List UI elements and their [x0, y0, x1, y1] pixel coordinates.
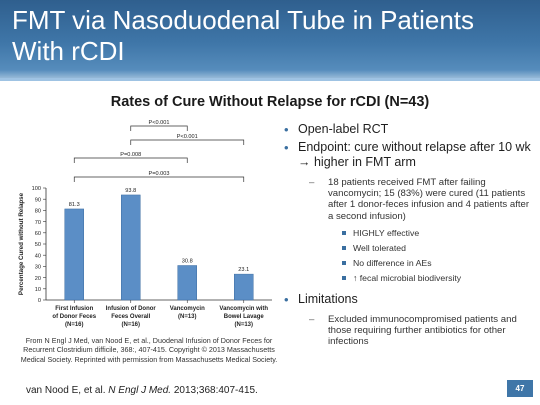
- significance-bracket: [130, 125, 188, 131]
- p-value-label: P<0.001: [149, 120, 170, 126]
- x-tick-label: Bowel Lavage: [224, 314, 265, 320]
- citation: van Nood E, et al. N Engl J Med. 2013;36…: [26, 385, 258, 396]
- bar: [64, 208, 84, 301]
- sub-bullet-limitations: – Excluded immunocompromised patients an…: [283, 314, 533, 348]
- y-tick-label: 90: [35, 197, 41, 203]
- bullet-study-design: Open-label RCT: [283, 122, 533, 137]
- p-value-label: P=0.003: [149, 171, 170, 177]
- bullet-endpoint: Endpoint: cure without relapse after 10 …: [283, 140, 533, 170]
- point-biodiversity: ↑ fecal microbial biodiversity: [283, 273, 533, 284]
- citation-details: 2013;368:407-415.: [173, 385, 258, 396]
- sub-bullet-patients-text: 18 patients received FMT after failing v…: [328, 177, 530, 222]
- x-tick-label: (N=13): [178, 314, 197, 320]
- point-tolerated: Well tolerated: [283, 243, 533, 254]
- y-tick-label: 20: [35, 276, 41, 282]
- y-tick-label: 100: [32, 186, 41, 192]
- bullet-list: Open-label RCT Endpoint: cure without re…: [283, 122, 533, 353]
- bar-chart: 0 10 20 30 40 50 60 70 80 90 100 Percentage Cured w…: [18, 120, 272, 328]
- y-tick-label: 50: [35, 242, 41, 248]
- x-tick-label: Feces Overall: [111, 314, 150, 320]
- citation-authors: van Nood E, et al.: [26, 385, 106, 396]
- significance-bracket: [73, 157, 188, 163]
- page-number: 47: [507, 380, 533, 397]
- x-tick-label: Vancomycin with: [219, 306, 268, 312]
- sub-bullet-patients: – 18 patients received FMT after failing…: [283, 177, 533, 222]
- y-tick-label: 0: [38, 298, 41, 304]
- y-tick-label: 40: [35, 253, 41, 259]
- significance-bracket: [73, 176, 245, 182]
- bar-value-label: 23.1: [238, 267, 249, 273]
- x-tick-label: of Donor Feces: [52, 314, 96, 320]
- dash-marker: –: [309, 313, 315, 325]
- x-tick-label: (N=16): [121, 322, 140, 328]
- dash-marker: –: [309, 177, 315, 188]
- x-tick-label: (N=13): [234, 322, 253, 328]
- bar: [177, 265, 197, 301]
- bar: [121, 194, 141, 301]
- y-tick-label: 60: [35, 231, 41, 237]
- y-tick-label: 80: [35, 209, 41, 215]
- x-tick-label: Vancomycin: [170, 306, 205, 312]
- y-tick-label: 10: [35, 287, 41, 293]
- p-value-label: P=0.008: [120, 152, 141, 158]
- p-value-label: P<0.001: [177, 134, 198, 140]
- figure-caption: From N Engl J Med, van Nood E, et al., D…: [20, 336, 278, 364]
- y-tick-label: 30: [35, 265, 41, 271]
- x-tick-label: (N=16): [65, 322, 84, 328]
- bar-value-label: 93.8: [125, 188, 136, 194]
- bullet-limitations: Limitations: [283, 292, 533, 307]
- y-axis-label: Percentage Cured without Relapse: [18, 192, 25, 295]
- bar: [234, 273, 254, 301]
- citation-journal: N Engl J Med.: [108, 385, 172, 396]
- y-tick-label: 70: [35, 220, 41, 226]
- slide-title: FMT via Nasoduodenal Tube in Patients Wi…: [12, 5, 475, 66]
- x-tick-label: Infusion of Donor: [106, 306, 157, 312]
- title-divider: [0, 78, 540, 81]
- bar-value-label: 81.3: [69, 202, 80, 208]
- x-tick-label: First Infusion: [55, 306, 93, 312]
- significance-bracket: [130, 139, 245, 145]
- title-banner: [0, 0, 540, 78]
- chart-title: Rates of Cure Without Relapse for rCDI (…: [110, 94, 430, 110]
- point-effective: HIGHLY effective: [283, 228, 533, 239]
- sub-bullet-limitations-text: Excluded immunocompromised patients and …: [328, 313, 517, 348]
- point-no-difference-aes: No difference in AEs: [283, 258, 533, 269]
- bar-value-label: 30.8: [182, 259, 193, 265]
